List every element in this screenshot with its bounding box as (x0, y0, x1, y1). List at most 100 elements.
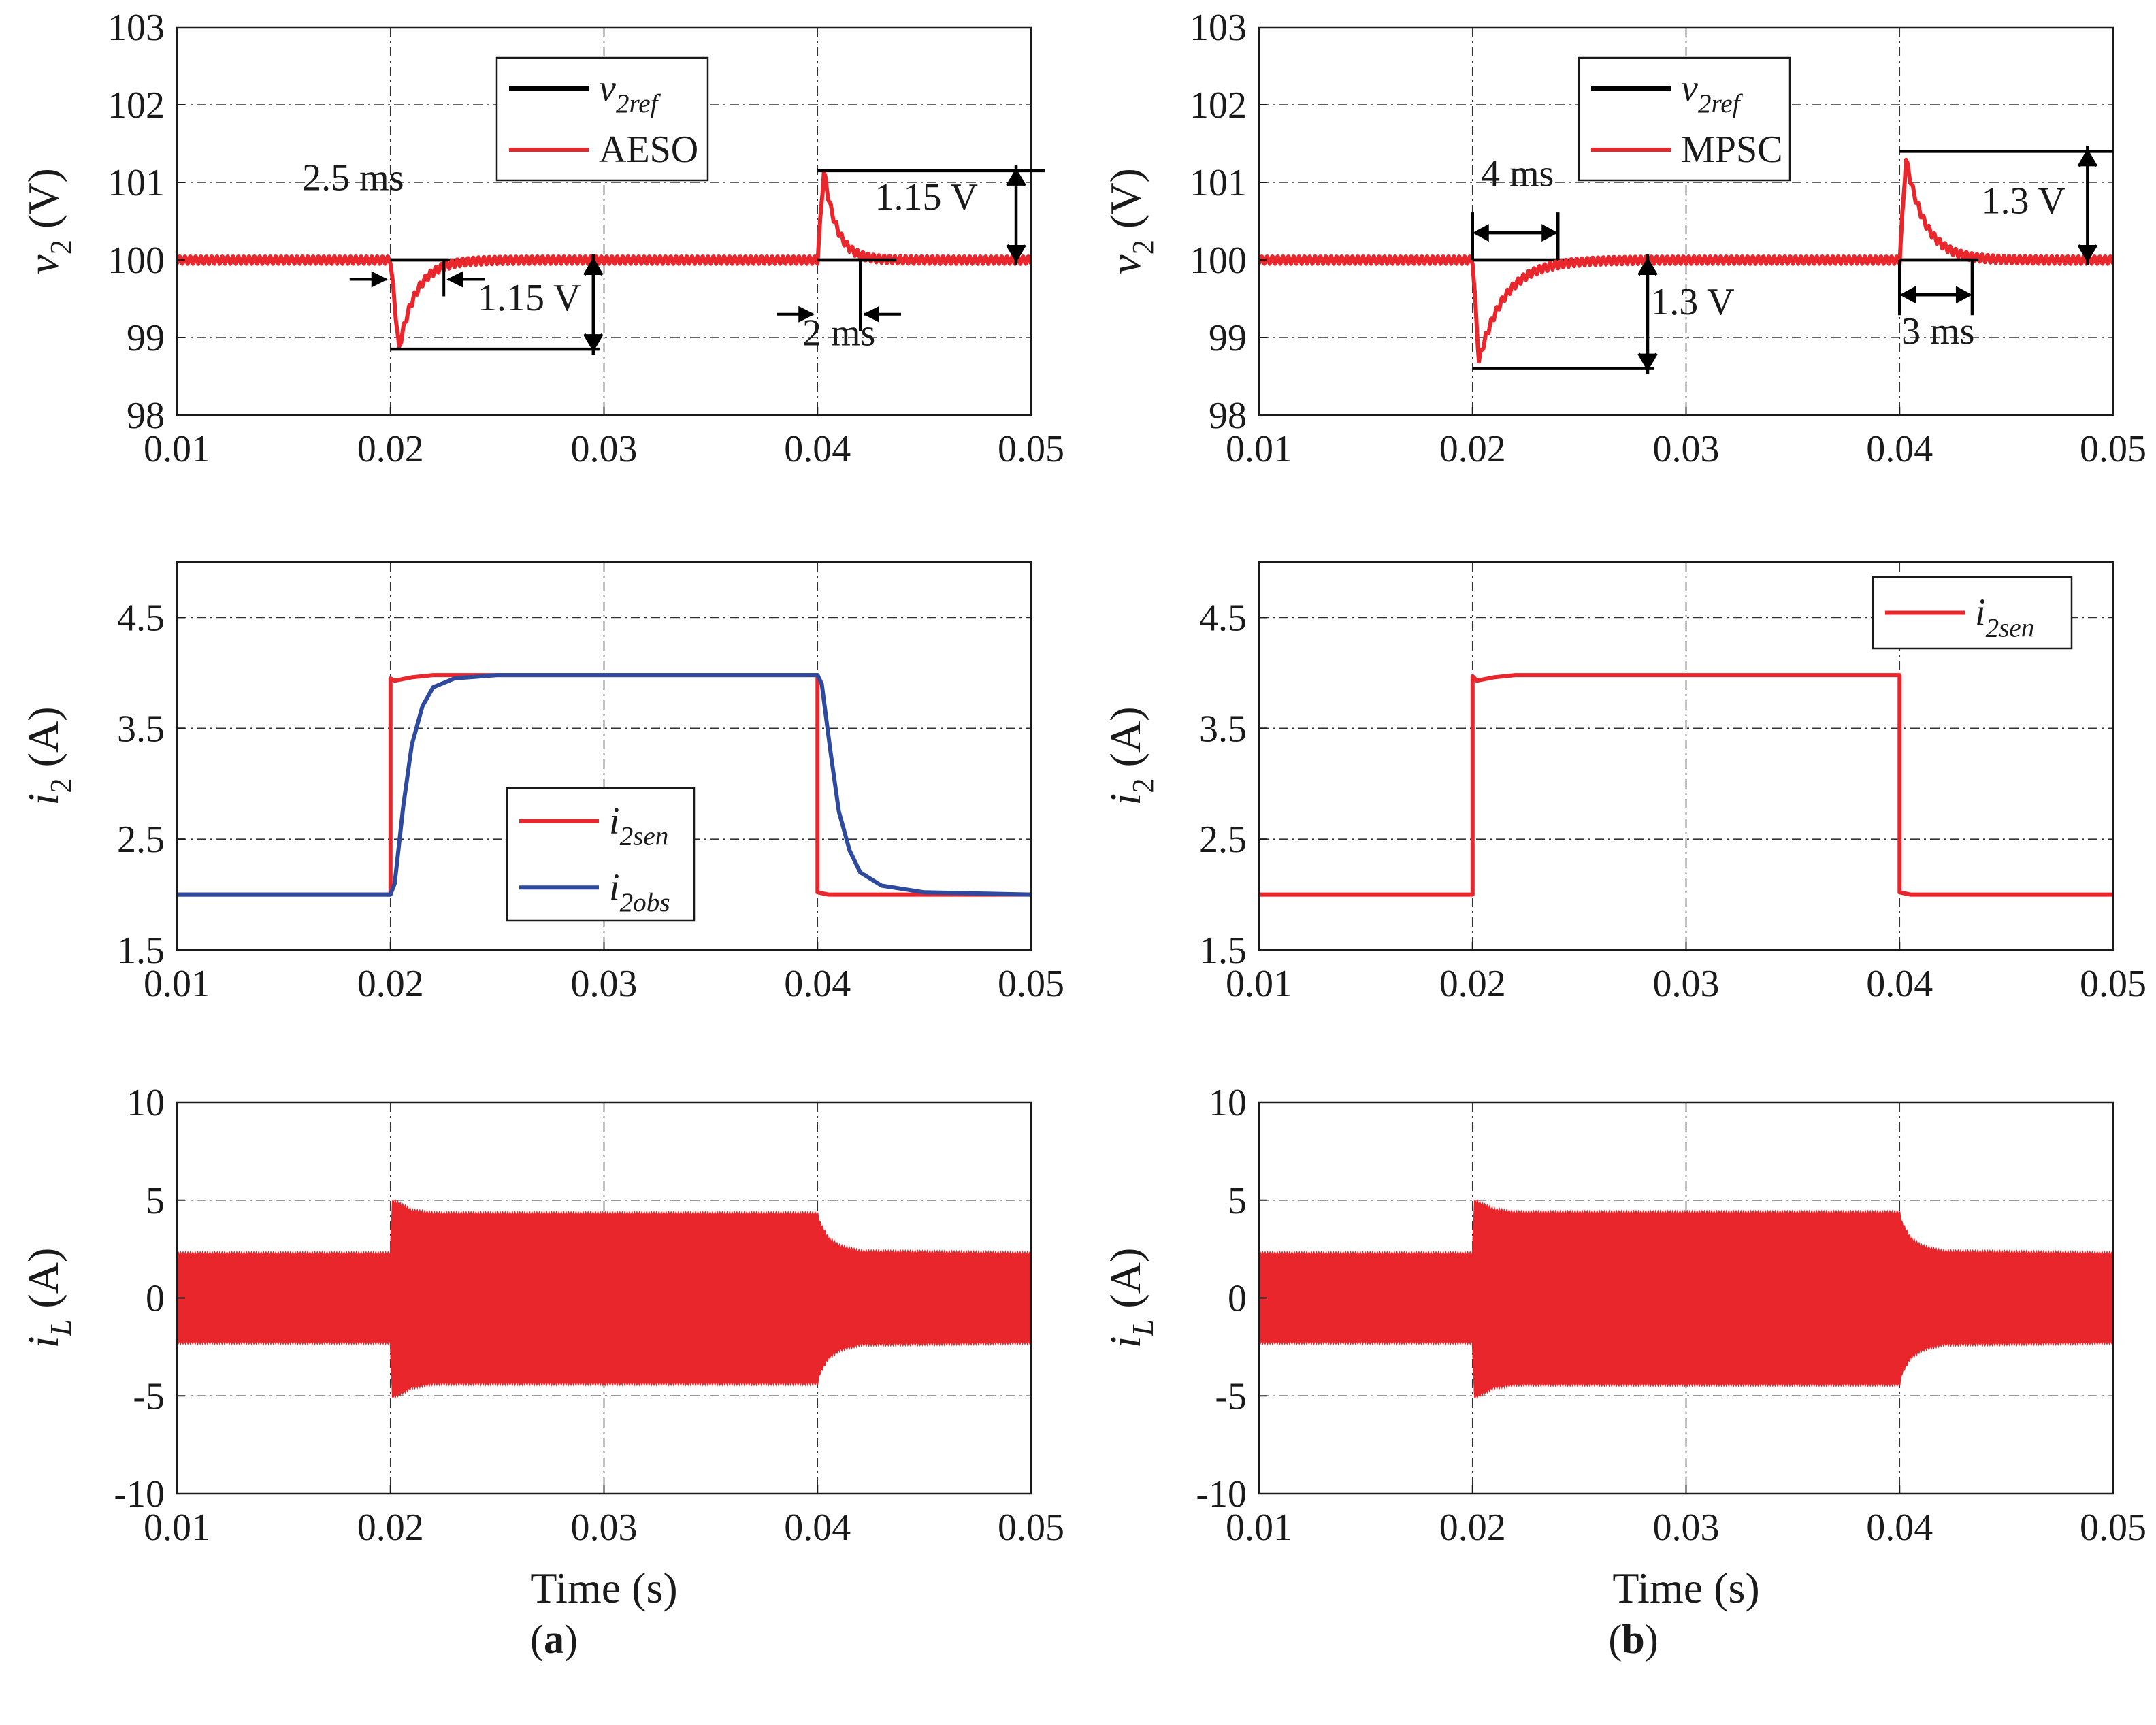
annotation-arrow-head (1006, 244, 1026, 263)
y-tick-label: 102 (108, 84, 165, 127)
x-tick-label: 0.02 (357, 963, 424, 1005)
x-tick-label: 0.03 (571, 963, 638, 1005)
y-axis-label: v2 (V) (19, 168, 78, 274)
legend-label-aeso: AESO (599, 129, 698, 171)
annotation-label: 1.3 V (1650, 281, 1734, 323)
x-tick-label: 0.01 (1226, 963, 1292, 1005)
x-tick-label: 0.02 (1439, 1507, 1506, 1549)
legend: v2ref MPSC (1578, 56, 1791, 182)
annotation-arrow-head (1006, 167, 1026, 186)
x-tick-label: 0.02 (357, 1507, 424, 1549)
legend: v2ref AESO (495, 56, 709, 182)
series-group (1259, 157, 2113, 364)
y-tick-label: 3.5 (1199, 708, 1247, 750)
series-group (177, 169, 1031, 349)
annotation-arrow-head (1955, 286, 1972, 304)
panel-label-a: (a) (530, 1617, 578, 1662)
legend: i2sen (1872, 576, 2073, 650)
legend-label-sen: i2sen (1975, 592, 2034, 643)
annotation-arrow-head (1899, 286, 1916, 304)
y-tick-label: 100 (108, 240, 165, 282)
x-tick-label: 0.01 (144, 428, 210, 470)
x-tick-label: 0.04 (1866, 963, 1933, 1005)
legend-box (495, 56, 709, 182)
series-sen-line (177, 673, 1031, 897)
x-tick-label: 0.03 (1653, 963, 1720, 1005)
series-iL-upper-edge (1259, 1199, 2113, 1259)
series-aeso-line (177, 169, 1031, 349)
y-axis-label: i2 (A) (19, 706, 78, 805)
annotation: 1.15 V (817, 165, 1045, 265)
y-axis-label: i2 (A) (1101, 706, 1160, 805)
x-tick-label: 0.05 (2080, 428, 2146, 470)
annotation-arrow-head (863, 306, 879, 323)
x-tick-label: 0.04 (784, 428, 851, 470)
y-tick-label: 103 (1190, 7, 1247, 49)
x-tick-label: 0.05 (2080, 1507, 2146, 1549)
x-tick-label: 0.03 (1653, 428, 1720, 470)
x-tick-label: 0.02 (1439, 428, 1506, 470)
series-iL-lower-edge (1259, 1337, 2113, 1399)
y-tick-label: 10 (127, 1082, 165, 1124)
x-tick-label: 0.03 (571, 1507, 638, 1549)
series-group (177, 1199, 1031, 1399)
annotation-label: 3 ms (1901, 310, 1974, 352)
annotation: 1.15 V (390, 254, 604, 355)
x-tick-label: 0.05 (2080, 963, 2146, 1005)
y-tick-label: 3.5 (117, 708, 165, 750)
y-tick-label: 103 (108, 7, 165, 49)
legend-label-obs: i2obs (609, 866, 670, 917)
x-tick-label: 0.04 (784, 963, 851, 1005)
y-tick-label: 1.5 (117, 930, 165, 972)
annotation-arrow-head (446, 271, 463, 288)
y-tick-label: 99 (1209, 317, 1247, 359)
x-axis-label: Time (s) (530, 1564, 677, 1612)
x-tick-label: 0.05 (998, 963, 1064, 1005)
y-axis-label: iL (A) (19, 1248, 78, 1349)
legend-label-sen: i2sen (609, 800, 668, 851)
annotation-arrow-head (583, 333, 604, 352)
y-tick-label: 0 (146, 1278, 165, 1320)
chart-a3: 0.01 0.02 0.03 0.04 0.05 -10 -5 0 5 10 iL (A) Time … (19, 1082, 1064, 1612)
annotation-arrow-head (1637, 352, 1658, 372)
annotation: 1.3 V (1899, 146, 2113, 265)
series-group (1259, 673, 2113, 897)
chart-b3: 0.01 0.02 0.03 0.04 0.05 -10 -5 0 5 10 iL (A) Time … (1101, 1082, 2146, 1612)
annotation-arrow-head (2077, 148, 2098, 167)
y-axis-label: v2 (V) (1101, 168, 1160, 274)
chart-b2: 0.01 0.02 0.03 0.04 0.05 1.5 2.5 3.5 4.5 i2 (A) i2… (1101, 561, 2146, 1005)
y-tick-label: 102 (1190, 84, 1247, 127)
legend-box (1578, 56, 1791, 182)
legend-box (506, 787, 696, 922)
annotation-arrow-head (583, 257, 604, 276)
x-tick-label: 0.02 (1439, 963, 1506, 1005)
annotation: 3 ms (1898, 260, 1974, 352)
series-iL-upper-edge (177, 1199, 1031, 1259)
y-tick-label: 101 (1190, 162, 1247, 204)
x-tick-label: 0.05 (998, 428, 1064, 470)
annotation-label: 1.3 V (1982, 180, 2065, 223)
annotation-label: 4 ms (1481, 153, 1554, 195)
annotation-label: 1.15 V (478, 277, 581, 319)
annotation: 1.3 V (1472, 254, 1735, 374)
y-tick-label: -10 (1196, 1473, 1247, 1515)
y-tick-label: 4.5 (1199, 597, 1247, 639)
y-axis-label: iL (A) (1101, 1248, 1160, 1349)
series-iL-lower-edge (177, 1337, 1031, 1399)
y-tick-label: -10 (114, 1473, 165, 1515)
annotation-label: 2.5 ms (302, 157, 404, 199)
annotation-arrow-head (1637, 257, 1658, 276)
series-group (177, 673, 1031, 897)
x-tick-label: 0.01 (1226, 1507, 1292, 1549)
x-tick-label: 0.02 (357, 428, 424, 470)
x-tick-label: 0.01 (144, 1507, 210, 1549)
x-tick-label: 0.01 (1226, 428, 1292, 470)
chart-a1: 0.01 0.02 0.03 0.04 0.05 98 99 100 101 102 103 v2 (… (19, 7, 1064, 470)
annotation: 2.5 ms (302, 157, 485, 297)
x-tick-label: 0.04 (784, 1507, 851, 1549)
annotation-arrow-head (798, 306, 815, 323)
y-tick-label: -5 (1215, 1375, 1247, 1417)
x-tick-label: 0.04 (1866, 428, 1933, 470)
annotation-arrow-head (1541, 224, 1558, 242)
panel-label-b: (b) (1608, 1617, 1659, 1662)
